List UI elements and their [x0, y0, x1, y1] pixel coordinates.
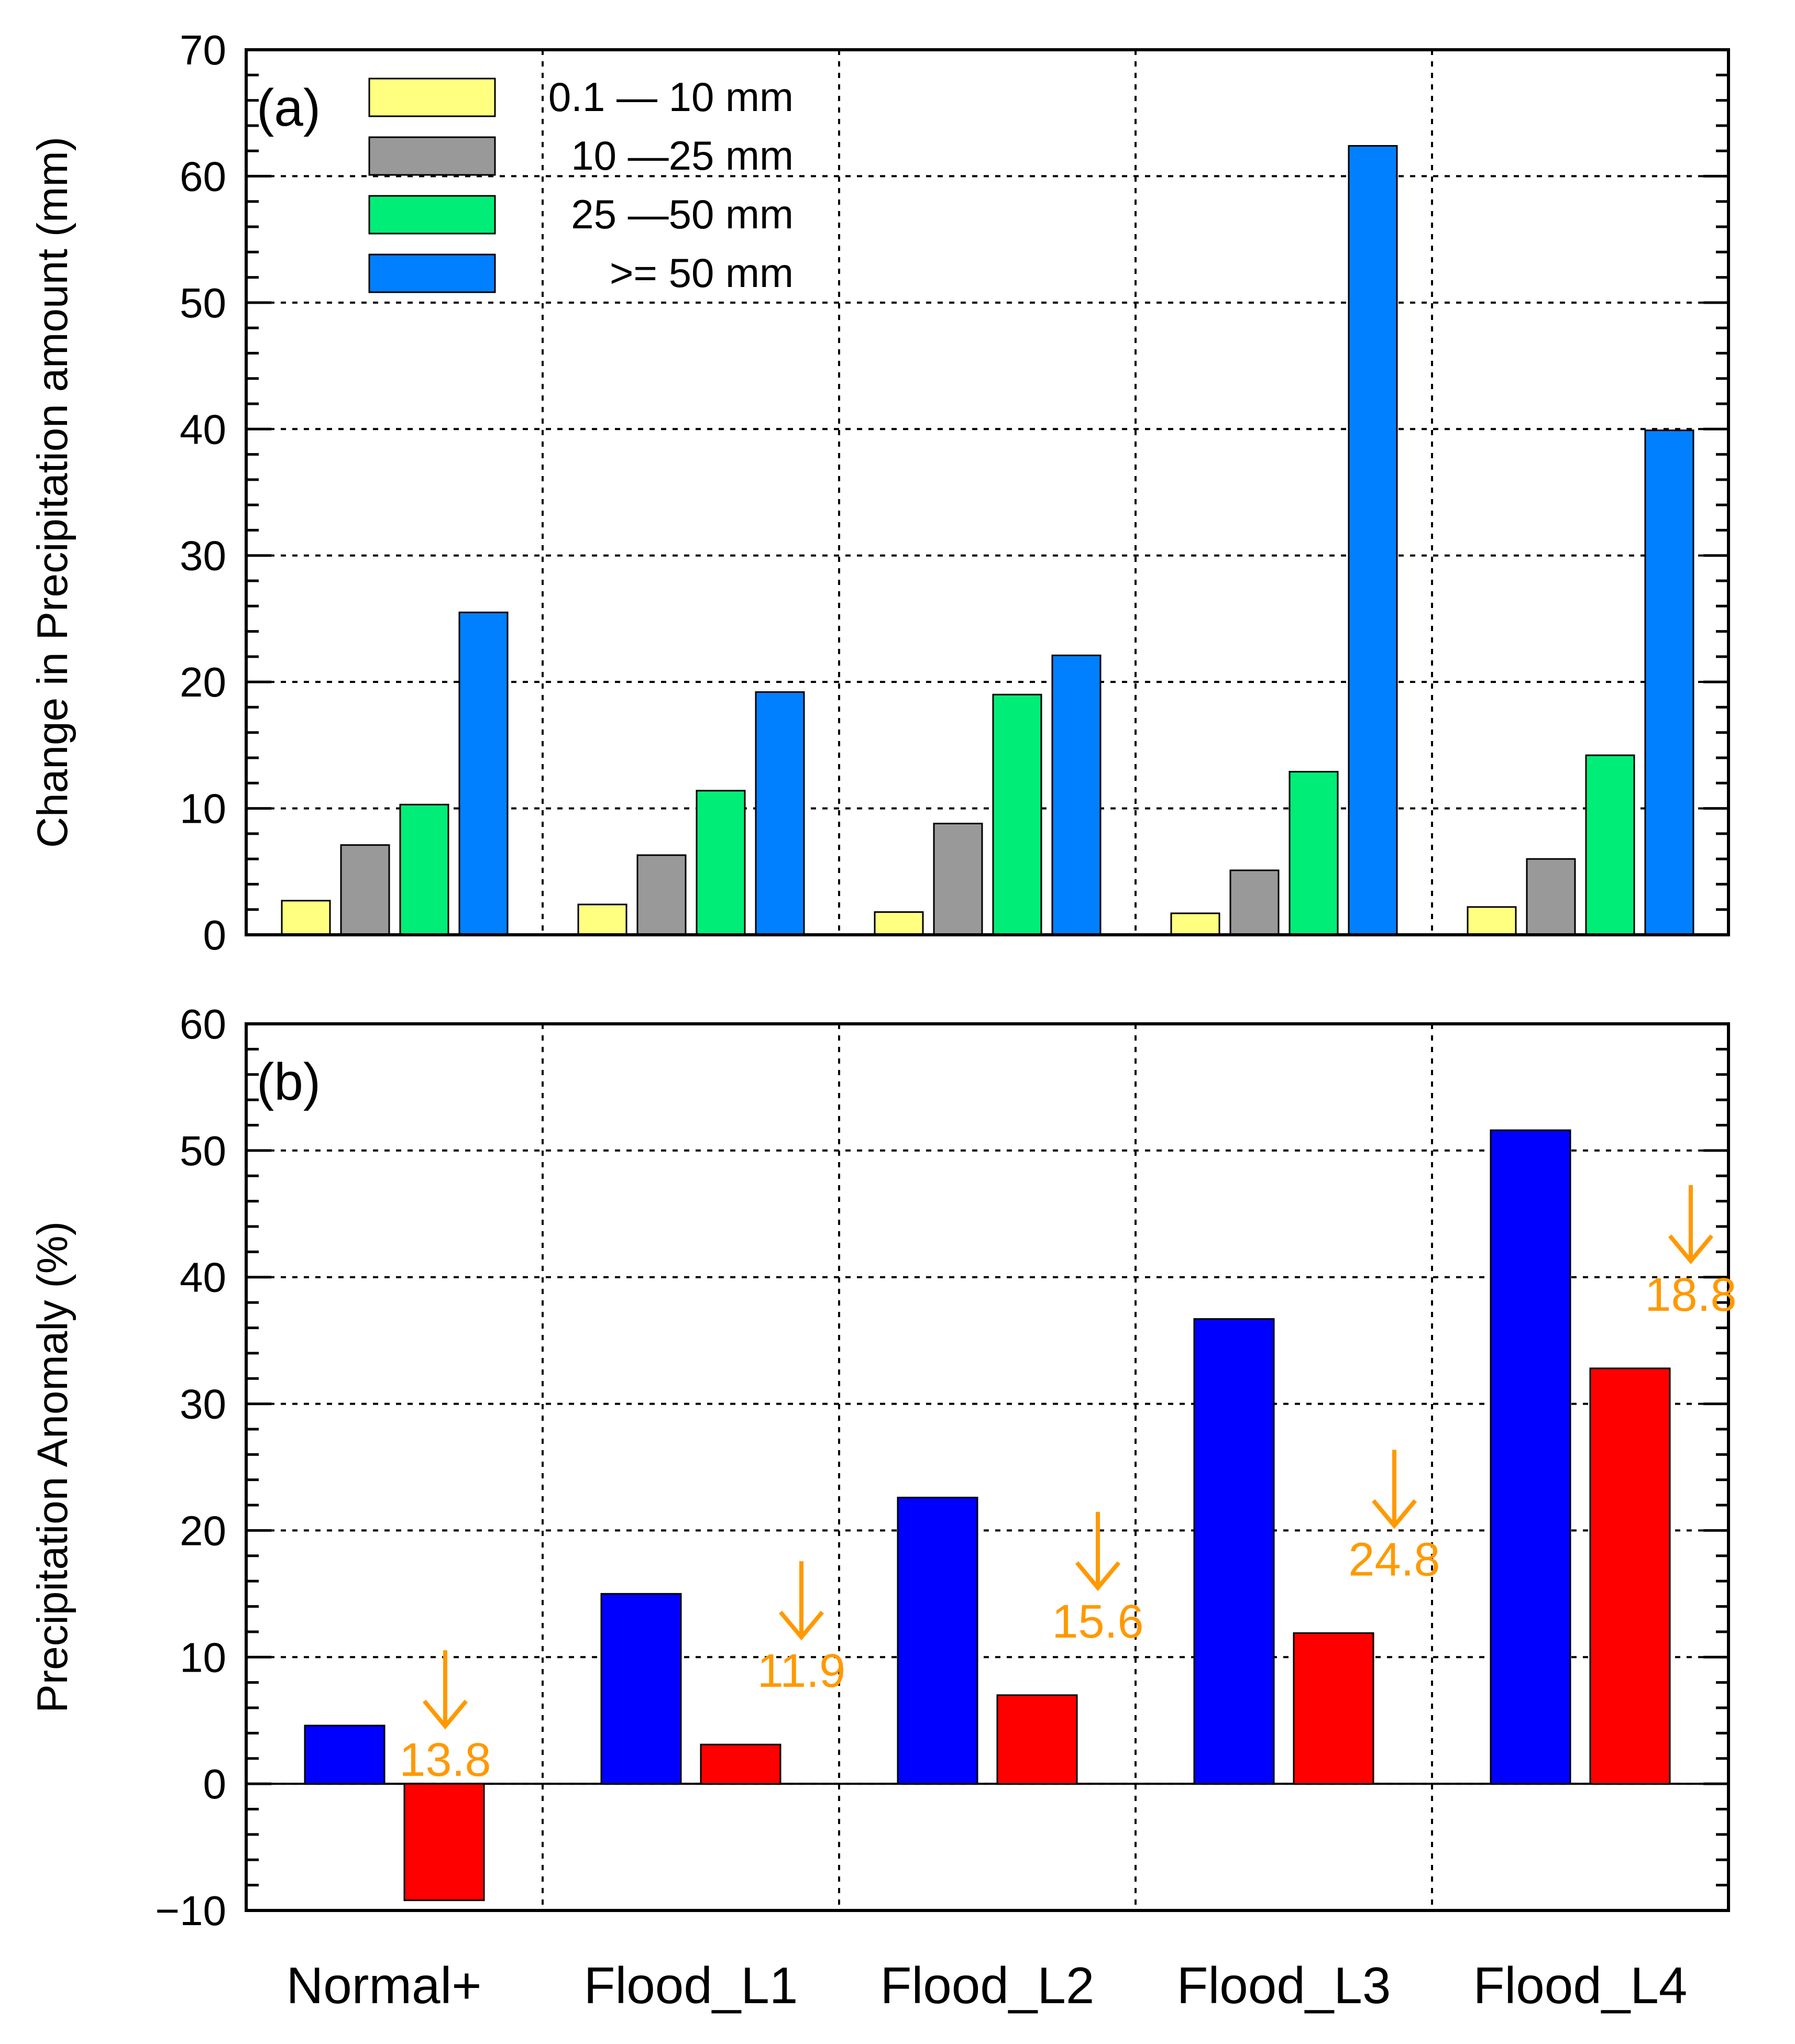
bar-flood-l1-series-2	[700, 1743, 781, 1785]
bar-flood-l4-series-3	[1585, 754, 1635, 936]
legend: 0.1 — 10 mm 10 —25 mm 25 —50 mm >= 50 mm	[368, 74, 794, 296]
y-tick-label: 10	[180, 786, 226, 832]
y-axis-title: Change in Precipitation amount (mm)	[29, 137, 76, 848]
bar-flood-l2-series-3	[992, 693, 1042, 936]
bar-flood-l2-series-2	[996, 1694, 1078, 1785]
annotation-value: 18.8	[1645, 1269, 1736, 1321]
bar-flood-l3-series-2	[1229, 869, 1280, 936]
bar-normal--series-1	[304, 1725, 386, 1785]
bar-flood-l2-series-2	[933, 823, 983, 936]
y-tick-labels: −10 0 10 20 30 40 50 60	[155, 1001, 226, 1934]
bar-flood-l4-series-1	[1467, 906, 1517, 936]
bar-flood-l3-series-3	[1289, 771, 1339, 936]
down-arrow-icon	[1668, 1234, 1714, 1265]
bar-normal--series-2	[403, 1783, 485, 1902]
bar-flood-l3-series-1	[1193, 1318, 1275, 1785]
annotations: 13.8 11.9 15.6 24.8 18.8	[399, 1185, 1737, 1786]
bar-normal--series-3	[399, 803, 449, 936]
panel-tag: (b)	[257, 1053, 321, 1111]
down-arrow-icon	[422, 1699, 468, 1730]
category-label-normal-: Normal+	[286, 1957, 481, 2014]
down-arrow-icon	[1371, 1499, 1417, 1529]
panel-b-chart: −10 0 10 20 30 40 50 60 Precipitation Anomaly (%…	[29, 1001, 1737, 1934]
bar-flood-l1-series-3	[696, 790, 746, 936]
bars	[304, 1129, 1671, 1902]
category-labels: Normal+ Flood_L1 Flood_L2 Flood_L3 Flood_L4	[286, 1957, 1687, 2014]
legend-label-2: 10 —25 mm	[571, 132, 794, 179]
bar-flood-l1-series-4	[755, 691, 805, 936]
panel-tag: (a)	[257, 79, 321, 137]
plot-frame	[245, 48, 1730, 936]
category-label-flood-l2: Flood_L2	[880, 1957, 1095, 2014]
y-tick-label: 50	[180, 280, 226, 326]
bar-normal--series-1	[281, 900, 331, 936]
legend-label-4: >= 50 mm	[610, 250, 794, 296]
legend-swatch-2	[368, 136, 496, 176]
legend-swatch-3	[368, 195, 496, 235]
down-arrow-icon	[1075, 1561, 1121, 1592]
bar-flood-l4-series-2	[1526, 858, 1576, 936]
annotation-value: 15.6	[1052, 1596, 1143, 1648]
bar-flood-l4-series-4	[1644, 429, 1694, 936]
bar-flood-l1-series-2	[636, 854, 687, 936]
bar-flood-l3-series-1	[1170, 912, 1220, 936]
bar-flood-l2-series-1	[874, 911, 924, 936]
bar-normal--series-4	[458, 611, 509, 936]
y-tick-label: 60	[180, 153, 226, 200]
y-tick-label: 0	[203, 1761, 227, 1807]
bar-flood-l1-series-1	[600, 1593, 682, 1785]
down-arrow-icon	[778, 1610, 824, 1641]
y-tick-label: 10	[180, 1634, 226, 1681]
bar-flood-l3-series-4	[1348, 145, 1398, 936]
y-tick-label: 70	[180, 27, 226, 73]
legend-label-1: 0.1 — 10 mm	[548, 74, 794, 120]
bar-flood-l2-series-4	[1051, 654, 1102, 936]
category-label-flood-l1: Flood_L1	[584, 1957, 798, 2014]
y-axis-title: Precipitation Anomaly (%)	[29, 1221, 76, 1713]
annotation-value: 24.8	[1348, 1533, 1440, 1586]
y-tick-label: 30	[180, 1381, 226, 1428]
y-tick-label: 40	[180, 1254, 226, 1301]
panel-a-chart: 0 10 20 30 40 50 60 70 Change in Precipitation a…	[29, 27, 1730, 958]
bar-flood-l2-series-1	[897, 1497, 978, 1785]
y-tick-label: 40	[180, 406, 226, 452]
category-label-flood-l4: Flood_L4	[1473, 1957, 1688, 2014]
y-tick-label: 50	[180, 1128, 226, 1174]
bar-flood-l4-series-2	[1589, 1367, 1671, 1785]
y-ticks	[246, 1022, 1728, 1912]
plot-frame	[245, 1022, 1730, 1912]
annotation-value: 13.8	[399, 1734, 491, 1786]
legend-label-3: 25 —50 mm	[571, 191, 794, 237]
y-tick-label: 20	[180, 1507, 226, 1554]
annotation-value: 11.9	[757, 1645, 846, 1697]
legend-swatch-4	[368, 253, 496, 293]
y-tick-label: 30	[180, 533, 226, 579]
bar-normal--series-2	[340, 844, 390, 936]
y-tick-label: 20	[180, 659, 226, 705]
y-tick-labels: 0 10 20 30 40 50 60 70	[180, 27, 226, 958]
legend-swatch-1	[368, 78, 496, 117]
bar-flood-l4-series-1	[1490, 1129, 1571, 1785]
bars	[281, 145, 1694, 936]
bar-flood-l3-series-2	[1293, 1632, 1374, 1785]
y-ticks	[246, 48, 1728, 936]
y-tick-label: 60	[180, 1001, 226, 1047]
bar-flood-l1-series-1	[577, 903, 627, 936]
category-label-flood-l3: Flood_L3	[1177, 1957, 1391, 2014]
y-tick-label: −10	[155, 1887, 226, 1934]
y-tick-label: 0	[203, 912, 227, 958]
